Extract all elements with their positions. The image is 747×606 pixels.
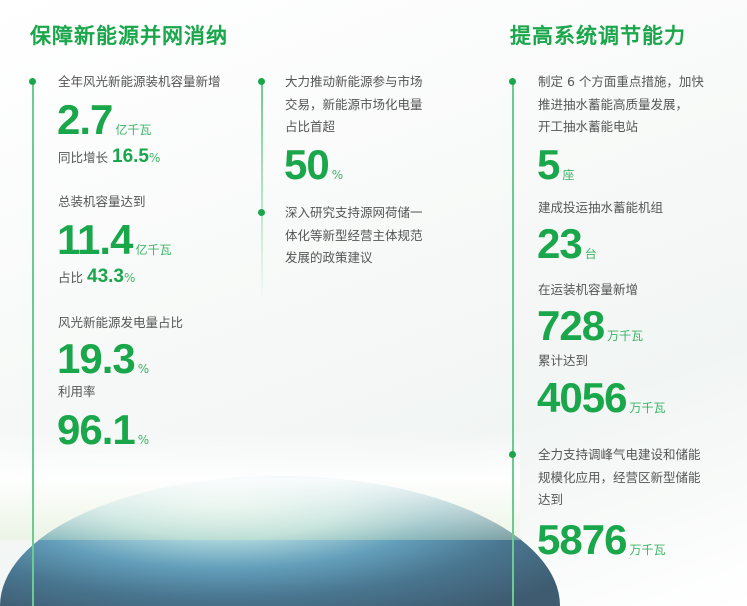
stat-sub: 同比增长 16.5% [58, 146, 161, 167]
stat-value: 11.4 亿千瓦 [57, 216, 172, 263]
stat-description: 制定 6 个方面重点措施，加快 推进抽水蓄能高质量发展， 开工抽水蓄能电站 [538, 74, 704, 134]
stat-label: 总装机容量达到 [58, 194, 146, 209]
stat-label: 累计达到 [538, 353, 589, 368]
stat-sub: 占比 43.3% [58, 266, 136, 287]
timeline-dot [509, 451, 516, 458]
timeline-line [261, 82, 263, 302]
stat-label: 建成投运抽水蓄能机组 [538, 200, 664, 215]
timeline-dot [258, 78, 265, 85]
timeline-line [32, 82, 34, 606]
stat-description: 大力推动新能源参与市场 交易，新能源市场化电量 占比首超 [285, 74, 423, 134]
light-glow-decoration [0, 430, 520, 540]
stat-value: 4056 万千瓦 [537, 374, 666, 421]
stat-label: 在运装机容量新增 [538, 282, 639, 297]
section-title-grid-integration: 保障新能源并网消纳 [30, 24, 228, 48]
timeline-dot [509, 78, 516, 85]
stat-label: 利用率 [58, 384, 96, 399]
stat-value: 19.3% [57, 335, 150, 382]
stat-value: 96.1% [57, 406, 150, 453]
stat-description: 深入研究支持源网荷储一 体化等新型经营主体规范 发展的政策建议 [285, 205, 423, 265]
section-title-regulation-capacity: 提高系统调节能力 [510, 24, 686, 48]
stat-value: 728 万千瓦 [537, 302, 644, 349]
timeline-line [512, 82, 514, 606]
stat-description: 全力支持调峰气电建设和储能 规模化应用，经营区新型储能 达到 [538, 447, 701, 507]
stat-value: 2.7 亿千瓦 [57, 96, 152, 143]
stat-value: 23 台 [537, 220, 597, 267]
stat-value: 5876 万千瓦 [537, 516, 666, 563]
timeline-dot [29, 78, 36, 85]
timeline-dot [258, 209, 265, 216]
stat-value: 50% [284, 141, 344, 188]
stat-label: 风光新能源发电量占比 [58, 315, 184, 330]
stat-label: 全年风光新能源装机容量新增 [58, 74, 221, 89]
